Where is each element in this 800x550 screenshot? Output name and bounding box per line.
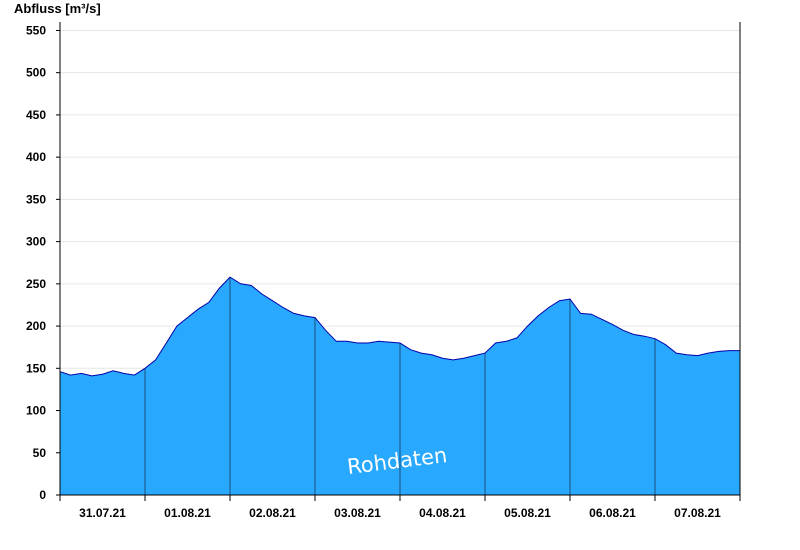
x-tick-label: 01.08.21 [164, 506, 211, 520]
y-tick-label: 100 [26, 404, 46, 418]
x-tick-label: 31.07.21 [79, 506, 126, 520]
y-tick-label: 450 [26, 108, 46, 122]
y-tick-label: 550 [26, 23, 46, 37]
y-axis-title: Abfluss [m³/s] [14, 1, 101, 16]
x-tick-label: 05.08.21 [504, 506, 551, 520]
y-tick-label: 350 [26, 192, 46, 206]
y-tick-label: 300 [26, 235, 46, 249]
y-tick-label: 500 [26, 66, 46, 80]
y-tick-label: 0 [39, 488, 46, 502]
discharge-line [59, 276, 740, 377]
y-tick-label: 150 [26, 361, 46, 375]
x-tick-label: 02.08.21 [249, 506, 296, 520]
y-axis-ticks: 0 50 100 150 200 250 300 350 400 450 500 550 [26, 23, 60, 502]
y-tick-label: 400 [26, 150, 46, 164]
y-tick-label: 50 [33, 446, 47, 460]
x-tick-label: 07.08.21 [674, 506, 721, 520]
x-axis-ticks: 31.07.21 01.08.21 02.08.21 03.08.21 04.08.21… [59, 495, 741, 520]
y-tick-label: 200 [26, 319, 46, 333]
y-tick-label: 250 [26, 277, 46, 291]
x-tick-label: 06.08.21 [589, 506, 636, 520]
x-tick-label: 04.08.21 [419, 506, 466, 520]
day-separators [144, 277, 656, 495]
x-tick-label: 03.08.21 [334, 506, 381, 520]
